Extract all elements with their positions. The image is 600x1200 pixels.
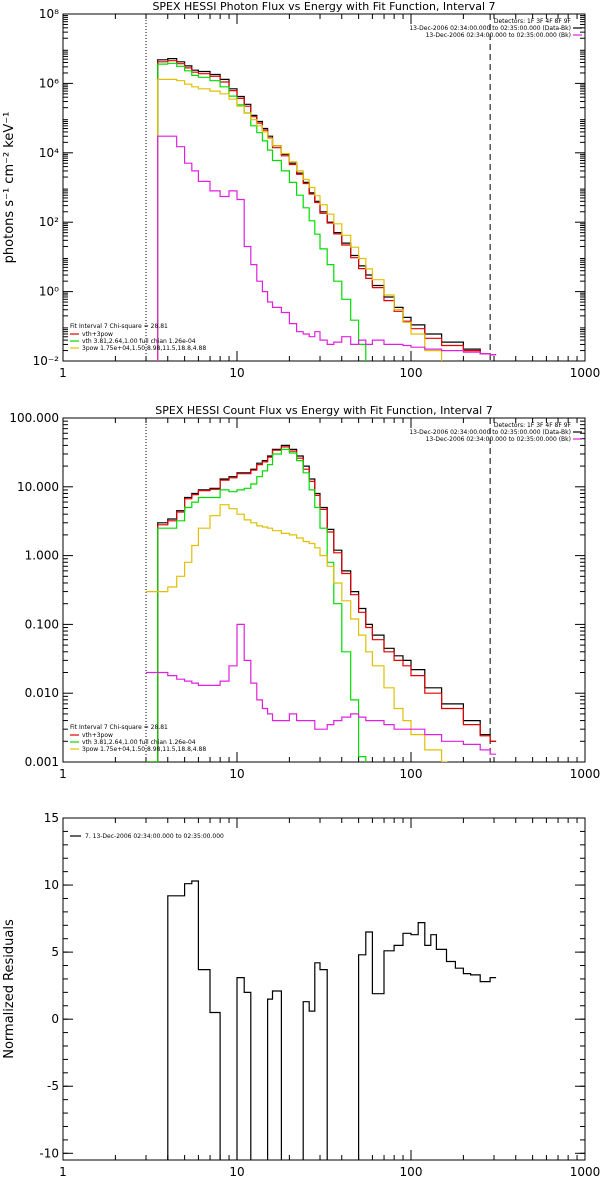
series-group xyxy=(167,880,497,1160)
y-tick-label: 15 xyxy=(44,811,59,825)
y-tick-label: 10 xyxy=(44,878,59,892)
y-tick-label: 0.100 xyxy=(25,617,59,631)
y-tick-label: 10⁶ xyxy=(39,76,59,90)
y-tick-label: 10⁻² xyxy=(33,354,60,368)
series-line-5 xyxy=(146,623,497,755)
y-tick-label: 0 xyxy=(51,1012,59,1026)
x-tick-label: 1000 xyxy=(570,767,600,781)
info-line: 13-Dec-2006 02:34:00.000 to 02:35:00.000… xyxy=(426,32,571,39)
chart-panel-1: SPEX HESSI Photon Flux vs Energy with Fi… xyxy=(2,0,600,380)
chart-panel-2: SPEX HESSI Count Flux vs Energy with Fit… xyxy=(9,404,600,781)
series-line-5 xyxy=(157,135,497,361)
residual-legend-label: 7. 13-Dec-2006 02:34:00.000 to 02:35:00.… xyxy=(85,833,224,840)
y-tick-label: 10² xyxy=(39,215,59,229)
x-tick-label: 1000 xyxy=(570,366,600,380)
series-group xyxy=(146,444,497,762)
series-line-3 xyxy=(157,62,367,361)
y-tick-label: 5 xyxy=(51,945,59,959)
chart-title: SPEX HESSI Count Flux vs Energy with Fit… xyxy=(155,404,492,417)
fit-legend-entry: vth 3.81,2.64,1.00 full chian 1.26e-04 xyxy=(82,739,196,746)
series-line-4 xyxy=(146,504,448,762)
x-tick-label: 1 xyxy=(59,767,67,781)
fit-legend-title: Fit Interval 7 Chi-square = 28.81 xyxy=(70,323,168,330)
fit-legend-entry: vth 3.81,2.64,1.00 full chian 1.26e-04 xyxy=(82,338,196,345)
x-tick-label: 100 xyxy=(400,767,423,781)
y-tick-label: 10⁴ xyxy=(39,146,59,160)
fit-legend-entry: 3pow 1.75e+04,1.50,8.98,11.5,18.8,4.88 xyxy=(82,345,206,352)
info-line: 13-Dec-2006 02:34:00.000 to 02:35:00.000… xyxy=(409,25,571,32)
series-line-1 xyxy=(167,880,497,1160)
fit-legend-entry: 3pow 1.75e+04,1.50,8.98,11.5,18.8,4.88 xyxy=(82,746,206,753)
info-line: 13-Dec-2006 02:34:00.000 to 02:35:00.000… xyxy=(409,429,571,436)
fit-legend-title: Fit Interval 7 Chi-square = 28.81 xyxy=(70,724,168,731)
y-tick-label: 0.001 xyxy=(25,755,59,769)
y-tick-label: -5 xyxy=(47,1079,59,1093)
y-axis-title: photons s⁻¹ cm⁻² keV⁻¹ xyxy=(2,112,17,264)
series-group xyxy=(157,58,497,361)
x-tick-label: 10 xyxy=(229,366,244,380)
y-tick-label: -10 xyxy=(39,1146,59,1160)
y-tick-label: 10.000 xyxy=(17,480,59,494)
plot-frame xyxy=(62,817,586,1161)
x-tick-label: 1 xyxy=(59,366,67,380)
info-line: Detectors: 1F 3F 4F 8F 9F xyxy=(494,18,572,25)
y-tick-label: 10⁸ xyxy=(39,7,59,21)
y-tick-label: 100.000 xyxy=(9,411,59,425)
series-line-4 xyxy=(157,78,443,361)
x-tick-label: 1 xyxy=(59,1165,67,1179)
plot-frame xyxy=(62,417,586,763)
x-tick-label: 100 xyxy=(400,1165,423,1179)
x-tick-label: 10 xyxy=(229,767,244,781)
x-tick-label: 100 xyxy=(400,366,423,380)
x-tick-label: 1000 xyxy=(570,1165,600,1179)
y-tick-label: 0.010 xyxy=(25,686,59,700)
info-line: Detectors: 1F 3F 4F 8F 9F xyxy=(494,422,572,429)
y-tick-label: 1.000 xyxy=(25,549,59,563)
chart-panel-3: 1 10 100 1000 -10 -5 0 5 10 15 Normalized Residual… xyxy=(2,811,600,1179)
chart-title: SPEX HESSI Photon Flux vs Energy with Fi… xyxy=(152,0,495,13)
y-axis-title: Normalized Residuals xyxy=(2,919,17,1059)
plot-frame xyxy=(62,13,586,362)
y-tick-label: 10⁰ xyxy=(39,285,59,299)
fit-legend-entry: vth+3pow xyxy=(82,331,113,338)
x-tick-label: 10 xyxy=(229,1165,244,1179)
fit-legend-entry: vth+3pow xyxy=(82,732,113,739)
info-line: 13-Dec-2006 02:34:00.000 to 02:35:00.000… xyxy=(426,436,571,443)
